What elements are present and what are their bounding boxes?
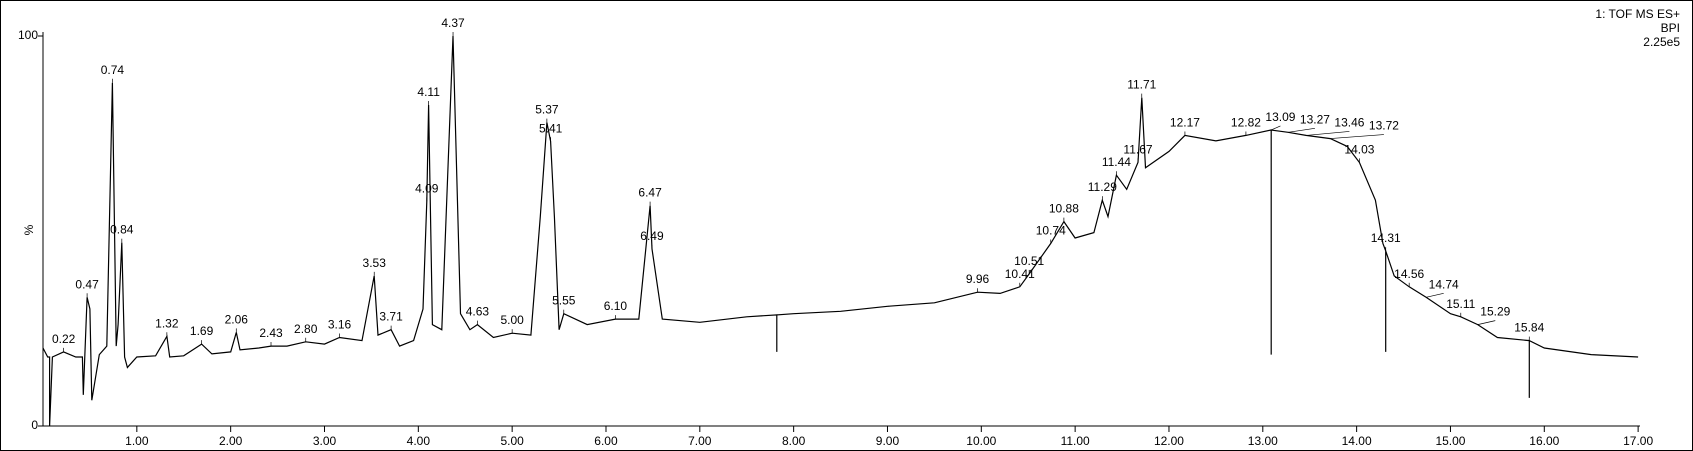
header-text: 1: TOF MS ES+ (1595, 7, 1680, 21)
peak-label: 10.88 (1049, 202, 1079, 216)
peak-label: 0.22 (52, 332, 76, 346)
peak-label: 5.41 (539, 121, 563, 135)
peak-label: 4.63 (466, 305, 490, 319)
peak-label: 3.71 (379, 310, 403, 324)
peak-label: 11.44 (1102, 155, 1131, 169)
header-text: BPI (1661, 21, 1680, 35)
peak-label: 0.74 (101, 63, 125, 77)
peak-label: 5.55 (552, 294, 576, 308)
x-tick-label: 1.00 (125, 434, 149, 448)
peak-label: 5.37 (535, 103, 559, 117)
x-tick-label: 7.00 (688, 434, 712, 448)
peak-label: 15.84 (1514, 321, 1544, 335)
peak-label: 15.29 (1480, 305, 1510, 319)
peak-leader (1305, 131, 1350, 136)
peak-label: 6.10 (604, 299, 628, 313)
peak-label: 13.27 (1300, 112, 1330, 126)
x-tick-label: 8.00 (782, 434, 806, 448)
peak-label: 5.00 (500, 313, 524, 327)
peak-leader (1271, 125, 1281, 131)
peak-label: 1.32 (155, 316, 179, 330)
peak-label: 4.37 (441, 16, 465, 30)
x-tick-label: 2.00 (219, 434, 243, 448)
y-tick-label: 0 (31, 418, 38, 432)
peak-label: 1.69 (190, 324, 214, 338)
x-tick-label: 17.00 (1623, 434, 1653, 448)
peak-label: 12.17 (1170, 115, 1200, 129)
peak-label: 0.47 (75, 277, 99, 291)
peak-label: 10.51 (1014, 254, 1044, 268)
peak-label: 11.71 (1127, 78, 1156, 92)
trace (42, 35, 1639, 427)
peak-label: 14.74 (1429, 277, 1459, 291)
peak-label: 6.49 (640, 229, 664, 243)
peak-label: 6.47 (638, 186, 662, 200)
x-tick-label: 3.00 (313, 434, 337, 448)
peak-label: 14.31 (1371, 231, 1401, 245)
x-tick-label: 16.00 (1529, 434, 1559, 448)
peak-label: 15.11 (1446, 297, 1475, 311)
y-axis-label: % (22, 224, 36, 235)
y-tick-label: 100 (18, 28, 38, 42)
peak-label: 2.80 (294, 322, 318, 336)
x-tick-label: 5.00 (500, 434, 524, 448)
peak-leader (1288, 127, 1315, 133)
peak-label: 3.53 (363, 256, 387, 270)
x-tick-label: 14.00 (1342, 434, 1372, 448)
peak-label: 9.96 (966, 272, 990, 286)
header-text: 2.25e5 (1643, 35, 1680, 49)
peak-label: 11.67 (1123, 142, 1152, 156)
x-tick-label: 4.00 (407, 434, 431, 448)
x-tick-label: 12.00 (1154, 434, 1184, 448)
peak-label: 14.03 (1344, 142, 1374, 156)
peak-leader (1477, 320, 1496, 325)
peak-label: 2.43 (259, 326, 283, 340)
peak-label: 13.09 (1265, 110, 1295, 124)
x-tick-label: 10.00 (966, 434, 996, 448)
peak-label: 13.46 (1334, 115, 1364, 129)
x-tick-label: 6.00 (594, 434, 618, 448)
peak-leader (1330, 134, 1384, 139)
peak-label: 0.84 (110, 223, 134, 237)
peak-label: 10.74 (1036, 223, 1066, 237)
peak-label: 2.06 (225, 312, 249, 326)
peak-label: 10.41 (1005, 267, 1035, 281)
peak-label: 14.56 (1394, 267, 1424, 281)
peak-label: 12.82 (1231, 115, 1261, 129)
peak-leader (1425, 292, 1444, 298)
x-tick-label: 9.00 (876, 434, 900, 448)
peak-label: 11.29 (1088, 180, 1117, 194)
x-tick-label: 13.00 (1248, 434, 1278, 448)
peak-label: 13.72 (1369, 119, 1399, 133)
peak-label: 4.09 (415, 181, 439, 195)
x-tick-label: 11.00 (1061, 434, 1090, 448)
x-tick-label: 15.00 (1435, 434, 1465, 448)
peak-label: 4.11 (417, 85, 440, 99)
peak-label: 3.16 (328, 317, 352, 331)
